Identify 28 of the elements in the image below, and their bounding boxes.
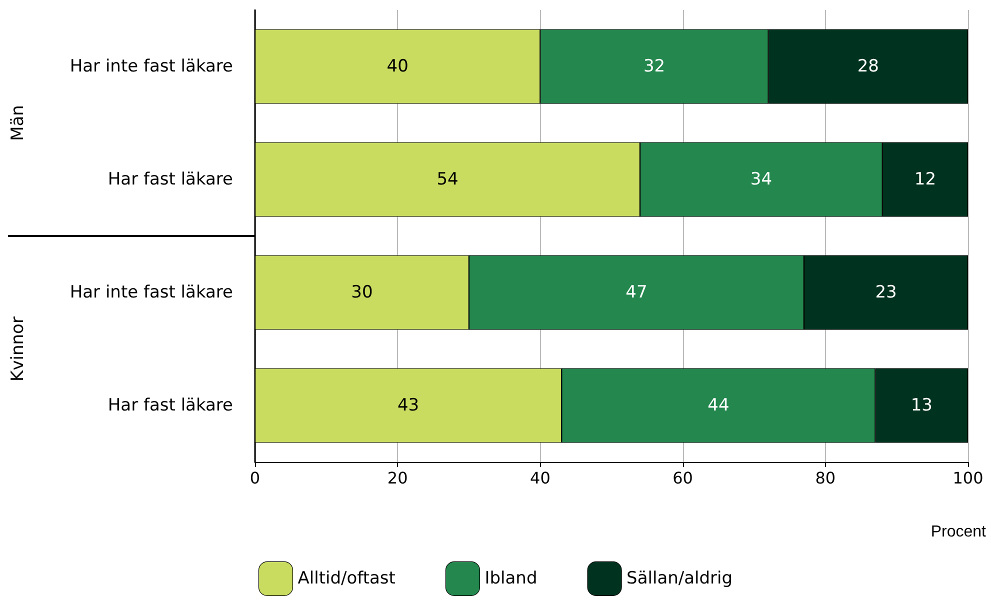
legend-label: Alltid/oftast [298,568,396,589]
text: Kvinnor [8,316,28,382]
data-label: 44 [708,396,730,416]
x-tick-label: 20 [387,468,408,488]
data-label: 23 [875,282,897,302]
data-label: 54 [436,170,458,190]
x-tick-label: 100 [952,468,984,488]
y-tick-label: Har inte fast läkare [70,282,233,302]
data-label: 47 [626,282,648,302]
data-label: 43 [397,396,420,416]
data-label: 30 [351,282,373,302]
data-label: 13 [910,396,932,416]
x-tick-label: 60 [672,468,693,488]
x-tick-label: 0 [250,468,260,488]
x-tick-label: 80 [815,468,836,488]
legend-label: Sällan/aldrig [626,568,733,589]
y-tick-label: Har fast läkare [108,170,233,190]
x-tick-label: 40 [530,468,550,488]
data-label: 34 [750,170,772,190]
x-axis-title: Procent [930,524,987,540]
text: Män [8,105,28,141]
data-label: 28 [857,56,879,76]
data-label: 32 [643,56,666,76]
y-tick-label: Har inte fast läkare [70,56,233,76]
data-label: 40 [386,56,408,76]
data-label: 12 [914,170,936,190]
y-tick-label: Har fast läkare [108,396,233,416]
legend-label: Ibland [484,568,538,589]
